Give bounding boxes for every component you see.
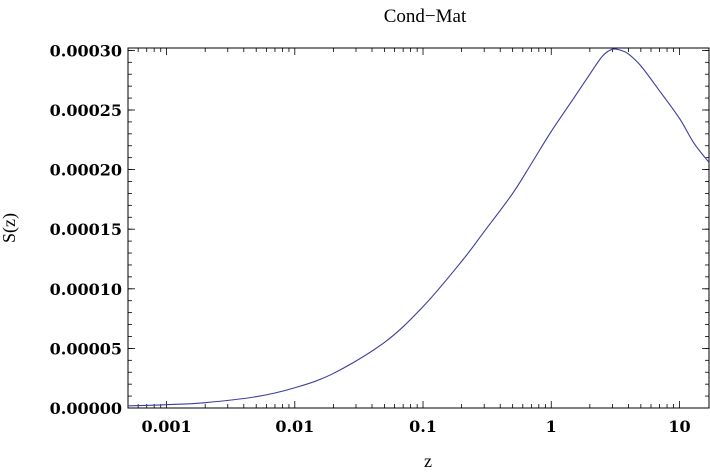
x-tick-label: 0.1 [409,417,437,436]
axis-ticks [127,48,709,409]
y-tick-label: 0.00020 [50,161,122,180]
y-tick-label: 0.00005 [50,339,122,358]
y-tick-label: 0.00010 [50,280,122,299]
x-axis-label: z [424,451,432,471]
chart-title: Cond−Mat [384,6,467,27]
y-axis-label: S(z) [0,213,20,243]
y-tick-label: 0.00000 [50,399,122,418]
x-tick-label: 0.001 [142,417,192,436]
series-line [127,48,710,407]
x-tick-label: 1 [546,417,557,436]
y-tick-label: 0.00015 [50,220,122,239]
x-tick-label: 0.01 [275,417,314,436]
x-tick-label: 10 [668,417,690,436]
axis-tick-labels: 0.00000 0.00005 0.00010 0.00015 0.00020 0.000… [50,41,691,436]
y-tick-label: 0.00030 [50,41,122,60]
y-tick-label: 0.00025 [50,101,122,120]
plot-frame [127,47,710,409]
